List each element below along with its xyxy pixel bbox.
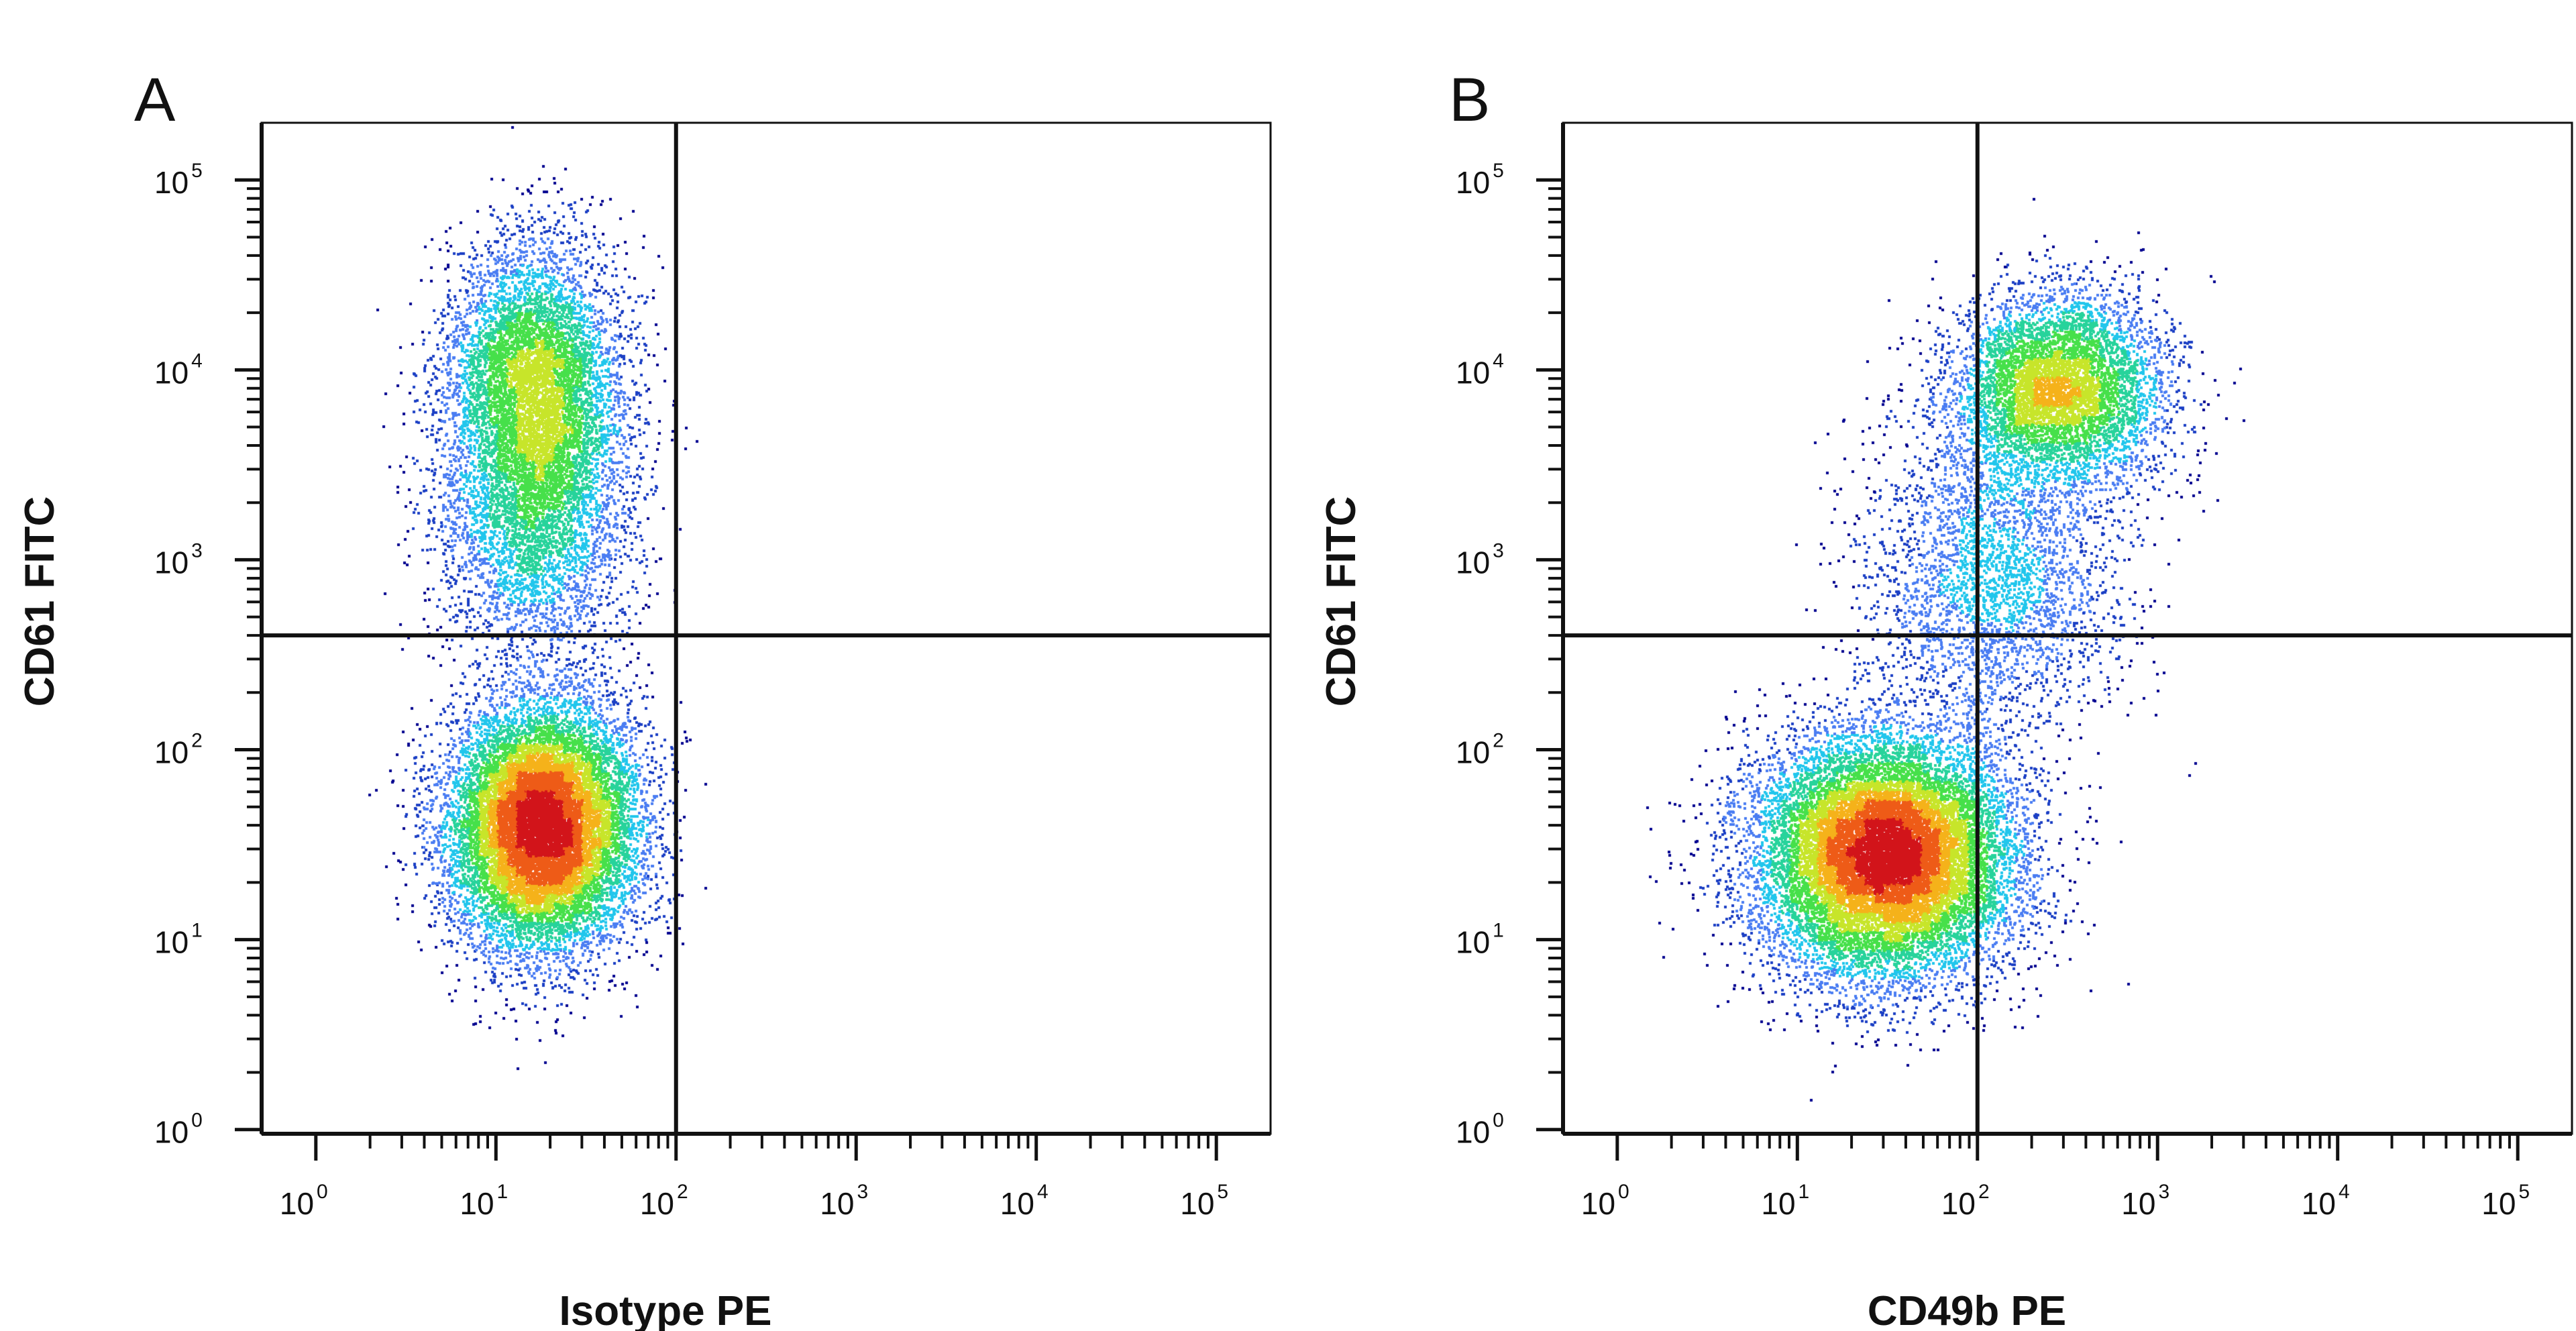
y-tick-label: 10 4 [1456,350,1504,390]
y-tick-label: 10 2 [1456,730,1504,770]
y-tick-label: 10 1 [154,920,203,960]
x-tick-label: 10 5 [1180,1181,1228,1221]
y-tick-label: 10 2 [154,730,203,770]
y-tick-label: 10 0 [154,1110,203,1150]
event-density-scatter [262,123,1271,1134]
panel-b: B 10 0 10 1 10 2 10 3 10 4 10 5 10 0 10 1 10 2 10 3 10 4 10 5 CD4… [1318,66,2573,1331]
x-tick-label: 10 1 [460,1181,508,1221]
y-axis-title: CD61 FITC [1318,496,1364,706]
panel-letter: B [1449,66,1490,134]
y-tick-label: 10 3 [154,539,203,580]
x-tick-label: 10 4 [2302,1181,2350,1221]
x-tick-label: 10 1 [1761,1181,1809,1221]
y-tick-label: 10 0 [1456,1110,1504,1150]
x-tick-label: 10 3 [2121,1181,2169,1221]
x-tick-label: 10 0 [280,1181,328,1221]
x-tick-label: 10 2 [1941,1181,1990,1221]
x-axis-title: Isotype PE [559,1288,772,1331]
x-tick-label: 10 0 [1581,1181,1629,1221]
y-tick-label: 10 4 [154,350,203,390]
panel-letter: A [134,66,176,134]
x-tick-label: 10 4 [1000,1181,1049,1221]
event-density-scatter [1563,123,2572,1134]
x-tick-label: 10 5 [2481,1181,2530,1221]
panel-a: A 10 0 10 1 10 2 10 3 10 4 10 5 10 0 10 1 10 2 10 3 10 4 10 5 Iso… [17,66,1272,1331]
y-tick-label: 10 5 [1456,160,1504,200]
y-tick-label: 10 1 [1456,920,1504,960]
x-tick-label: 10 3 [820,1181,868,1221]
y-tick-label: 10 3 [1456,539,1504,580]
x-tick-label: 10 2 [640,1181,688,1221]
y-axis-title: CD61 FITC [17,496,63,706]
y-tick-label: 10 5 [154,160,203,200]
x-axis-title: CD49b PE [1868,1288,2066,1331]
